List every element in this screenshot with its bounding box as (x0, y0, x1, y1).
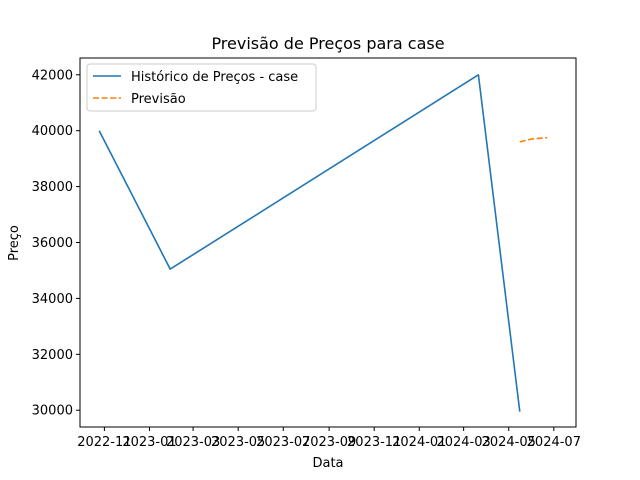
x-tick-label: 2024-03 (436, 435, 490, 450)
x-tick-label: 2023-07 (256, 435, 310, 450)
y-tick-label: 36000 (32, 236, 73, 251)
y-axis-label: Preço (7, 225, 22, 261)
series-line-0 (98, 74, 521, 412)
x-tick-label: 2024-07 (527, 435, 581, 450)
chart-title: Previsão de Preços para case (211, 34, 444, 53)
y-tick-label: 40000 (32, 124, 73, 139)
legend-label-1: Previsão (131, 92, 186, 107)
y-tick-label: 30000 (32, 404, 73, 419)
legend-label-0: Histórico de Preços - case (131, 70, 298, 85)
y-axis: 30000 32000 34000 36000 38000 40000 42000 (32, 68, 80, 419)
x-tick-label: 2023-05 (211, 435, 265, 450)
x-tick-label: 2023-09 (302, 435, 356, 450)
x-tick-label: 2024-05 (482, 435, 536, 450)
x-axis: 2022-112023-012023-032023-052023-072023-… (77, 427, 581, 450)
x-tick-label: 2022-11 (77, 435, 131, 450)
y-tick-label: 38000 (32, 180, 73, 195)
plot-frame (79, 57, 577, 428)
y-tick-label: 32000 (32, 348, 73, 363)
series-line-1 (519, 136, 548, 143)
legend: Histórico de Preços - case Previsão (86, 63, 317, 112)
x-tick-label: 2024-01 (392, 435, 446, 450)
x-tick-label: 2023-03 (166, 435, 220, 450)
x-tick-label: 2023-11 (347, 435, 401, 450)
x-axis-label: Data (312, 456, 343, 471)
y-tick-label: 42000 (32, 68, 73, 83)
legend-frame (86, 63, 317, 112)
x-tick-label: 2023-01 (122, 435, 176, 450)
y-tick-label: 34000 (32, 292, 73, 307)
